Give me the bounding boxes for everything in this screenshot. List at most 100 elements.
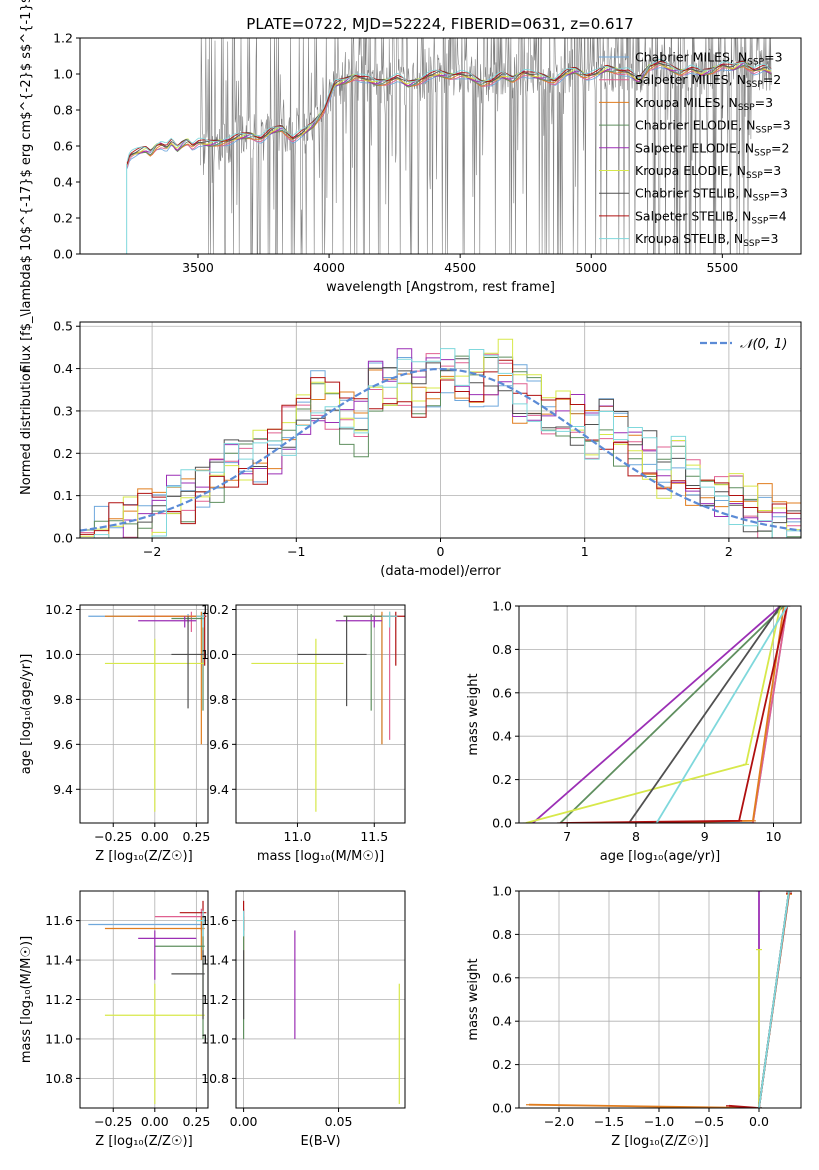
age_vs_Z-xtick-label: 0.25 [182, 829, 210, 844]
mass_vs_Z-ytick-label: 11.2 [45, 992, 73, 1007]
weight_vs_age-ytick-label: 0.4 [492, 729, 512, 744]
weight_vs_Z-xlabel: Z [log₁₀(Z/Z☉)] [611, 1134, 708, 1149]
weight_vs_age-ytick-label: 1.0 [492, 599, 512, 614]
mass_vs_Z-xtick-label: 0.00 [141, 1114, 169, 1129]
weight_vs_age-xlabel: age [log₁₀(age/yr)] [600, 849, 721, 864]
residuals-ytick-label: 0.2 [53, 446, 73, 461]
weight_vs_Z-ytick-label: 0.6 [492, 970, 512, 985]
spectrum-xtick-label: 5000 [575, 260, 607, 275]
age_vs_Z-frame: −0.25 0.00 0.25 9.4 9.6 9.8 10.0 10.2 Z [log₁₀(Z… [19, 602, 210, 864]
spectrum-ytick-label: 0.0 [53, 247, 73, 262]
residuals-ytick-label: 0.0 [53, 531, 73, 546]
weight_vs_Z-xtick-label: −0.5 [694, 1114, 724, 1129]
residuals-ytick-label: 0.3 [53, 403, 73, 418]
residuals-xtick-label: −1 [287, 544, 305, 559]
figure-title: PLATE=0722, MJD=52224, FIBERID=0631, z=0… [246, 15, 633, 33]
mass_vs_ebv-xtick-label: 0.05 [325, 1114, 353, 1129]
legend-label: 𝒩(0, 1) [740, 337, 787, 352]
age_vs_mass-ytick-label: 9.4 [209, 782, 229, 797]
residuals-ytick-label: 0.1 [53, 488, 73, 503]
line-chabrier-stelib [628, 606, 782, 823]
weight_vs_Z-xtick-label: −1.5 [594, 1114, 624, 1129]
mass_vs_Z-ytick-label: 11.6 [45, 913, 73, 928]
legend-label: Salpeter STELIB, NSSP=4 [635, 208, 787, 226]
residuals-xlabel: (data-model)/error [380, 564, 501, 579]
weight_vs_age-xtick-label: 7 [563, 829, 571, 844]
age_vs_Z-plot [88, 611, 207, 812]
age_vs_Z-ytick-label: 10.0 [45, 647, 73, 662]
mass_vs_ebv-ytick-label: 10.8 [201, 1071, 229, 1086]
age_vs_Z-border [79, 604, 209, 824]
age_vs_Z-ytick-label: 9.6 [53, 737, 73, 752]
age_vs_mass-ytick-label: 9.6 [209, 737, 229, 752]
spectrum-plot [103, 38, 772, 254]
legend-label: Kroupa MILES, NSSP=3 [635, 95, 773, 113]
residuals-legend: 𝒩(0, 1) [700, 337, 787, 352]
legend-label: Chabrier MILES, NSSP=3 [635, 50, 783, 68]
residuals-xtick-label: −2 [143, 544, 161, 559]
mass_vs_Z-plot [88, 900, 207, 1105]
mass_vs_Z-ytick-label: 10.8 [45, 1071, 73, 1086]
line-kroupa-stelib [655, 606, 788, 823]
mass_vs_ebv-ytick-label: 11.6 [201, 913, 229, 928]
weight_vs_Z-ytick-label: 0.0 [492, 1101, 512, 1116]
spectrum-ytick-label: 0.2 [53, 211, 73, 226]
age_vs_mass-border [235, 604, 406, 824]
age_vs_mass-ytick-label: 9.8 [209, 692, 229, 707]
weight_vs_age-ylabel: mass weight [466, 673, 481, 755]
spectrum-model-chabrier-stelib [126, 60, 772, 165]
age_vs_mass-ytick-label: 10.0 [201, 647, 229, 662]
weight_vs_Z-ytick-label: 0.2 [492, 1057, 512, 1072]
age_vs_Z-ytick-label: 10.2 [45, 602, 73, 617]
spectrum-ytick-label: 0.4 [53, 175, 73, 190]
legend-label: Kroupa STELIB, NSSP=3 [635, 231, 779, 249]
age_vs_Z-ylabel: age [log₁₀(age/yr)] [19, 654, 34, 775]
legend-label: Chabrier STELIB, NSSP=3 [635, 186, 788, 204]
mass_vs_ebv-ytick-label: 11.4 [201, 953, 229, 968]
mass_vs_ebv-xlabel: E(B-V) [300, 1134, 340, 1149]
weight_vs_age-ytick-label: 0.6 [492, 685, 512, 700]
histogram-salpeter-stelib [80, 359, 801, 535]
line-kroupa-stelib [758, 891, 790, 1108]
mass_vs_Z-ytick-label: 11.4 [45, 953, 73, 968]
age_vs_mass-ytick-label: 10.2 [201, 602, 229, 617]
spectrum-ytick-label: 0.8 [53, 103, 73, 118]
weight_vs_age-xtick-label: 9 [701, 829, 709, 844]
age_vs_Z-xlabel: Z [log₁₀(Z/Z☉)] [95, 849, 192, 864]
age_vs_mass-frame: 11.0 11.5 9.4 9.6 9.8 10.0 10.2 mass [log₁₀(M/M… [201, 602, 406, 864]
age_vs_mass-plot [251, 611, 405, 812]
mass_vs_Z-frame: −0.25 0.00 0.25 10.8 11.0 11.2 11.4 11.6 Z [log₁… [19, 890, 210, 1149]
spectrum-xtick-label: 4000 [313, 260, 345, 275]
spectrum-data-line [200, 38, 772, 254]
weight_vs_Z-ylabel: mass weight [466, 958, 481, 1040]
weight_vs_Z-frame: −2.0 −1.5 −1.0 −0.5 0.0 0.0 0.2 0.4 0.6 0.8 1.0 Z [… [466, 884, 802, 1149]
mass_vs_ebv-frame: 0.00 0.05 10.8 11.0 11.2 11.4 11.6 E(B-V) [201, 890, 406, 1149]
weight_vs_Z-ytick-label: 0.8 [492, 927, 512, 942]
weight_vs_age-xtick-label: 8 [632, 829, 640, 844]
histogram-salpeter-elodie [80, 348, 801, 538]
mass_vs_ebv-plot [242, 900, 400, 1105]
residuals-xtick-label: 1 [581, 544, 589, 559]
weight_vs_Z-plot [526, 891, 792, 1108]
residuals-xtick-label: 2 [725, 544, 733, 559]
residuals-plot [80, 338, 801, 538]
age_vs_Z-xtick-label: 0.00 [141, 829, 169, 844]
age_vs_mass-xtick-label: 11.0 [284, 829, 312, 844]
mass_vs_ebv-xtick-label: 0.00 [230, 1114, 258, 1129]
weight_vs_age-plot [522, 606, 791, 823]
weight_vs_age-frame: 7 8 9 10 0.0 0.2 0.4 0.6 0.8 1.0 age [log₁₀(age/yr… [466, 599, 802, 864]
spectrum-xlabel: wavelength [Angstrom, rest frame] [326, 280, 555, 295]
weight_vs_age-ytick-label: 0.8 [492, 642, 512, 657]
spectrum-xtick-label: 5500 [706, 260, 738, 275]
legend-label: Chabrier ELODIE, NSSP=3 [635, 118, 791, 136]
line-chabrier-elodie [559, 606, 785, 823]
residuals-ylabel: Normed distribution [19, 365, 34, 495]
mass_vs_Z-xtick-label: 0.25 [182, 1114, 210, 1129]
age_vs_mass-xlabel: mass [log₁₀(M/M☉)] [257, 849, 384, 864]
spectrum-ytick-label: 1.2 [53, 31, 73, 46]
normal-curve [80, 367, 801, 532]
mass_vs_ebv-ytick-label: 11.0 [201, 1031, 229, 1046]
age_vs_Z-xtick-label: −0.25 [94, 829, 132, 844]
spectrum-frame: 3500 4000 4500 5000 5500 0.0 0.2 0.4 0.6 0.8 1.0 1.… [19, 0, 802, 372]
